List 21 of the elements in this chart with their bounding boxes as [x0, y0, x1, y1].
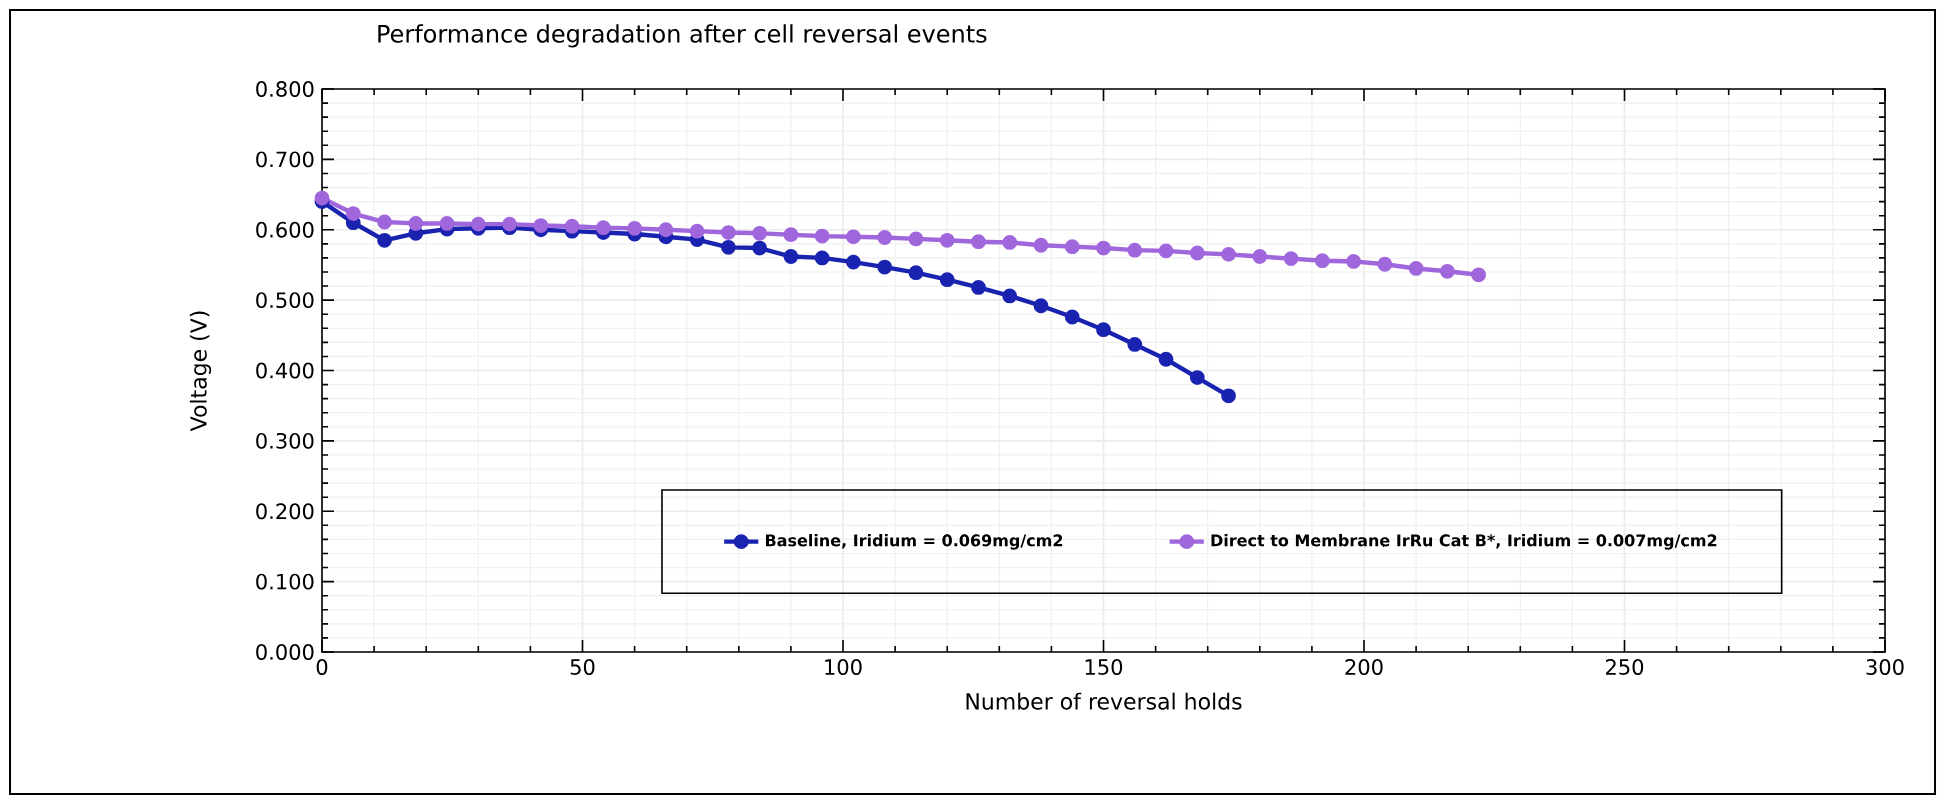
legend-label: Baseline, Iridium = 0.069mg/cm2 — [765, 534, 1063, 550]
y-tick-label: 0.000 — [256, 644, 314, 660]
chart-title: Performance degradation after cell reversal events — [378, 24, 987, 48]
legend-label: Direct to Membrane IrRu Cat B*, Iridium = 0.007mg/cm2 — [1211, 534, 1717, 550]
y-tick-label: 0.800 — [256, 81, 314, 97]
x-tick-label: 50 — [570, 659, 595, 675]
x-tick-label: 150 — [1085, 659, 1123, 675]
y-tick-label: 0.700 — [256, 151, 314, 168]
y-tick-label: 0.500 — [256, 292, 314, 309]
x-tick-label: 300 — [1866, 659, 1904, 675]
x-tick-label: 100 — [825, 659, 862, 675]
y-tick-label: 0.600 — [256, 221, 314, 238]
y-tick-label: 0.400 — [256, 362, 314, 379]
y-tick-label: 0.300 — [256, 432, 314, 449]
y-tick-label: 0.200 — [256, 503, 314, 520]
x-tick-label: 250 — [1606, 659, 1644, 675]
x-tick-label: 0 — [316, 659, 328, 675]
x-tick-label: 200 — [1345, 659, 1383, 675]
x-axis-title: Number of reversal holds — [966, 692, 1242, 710]
y-tick-label: 0.100 — [256, 573, 314, 590]
y-axis-title: Voltage (V) — [189, 311, 212, 432]
